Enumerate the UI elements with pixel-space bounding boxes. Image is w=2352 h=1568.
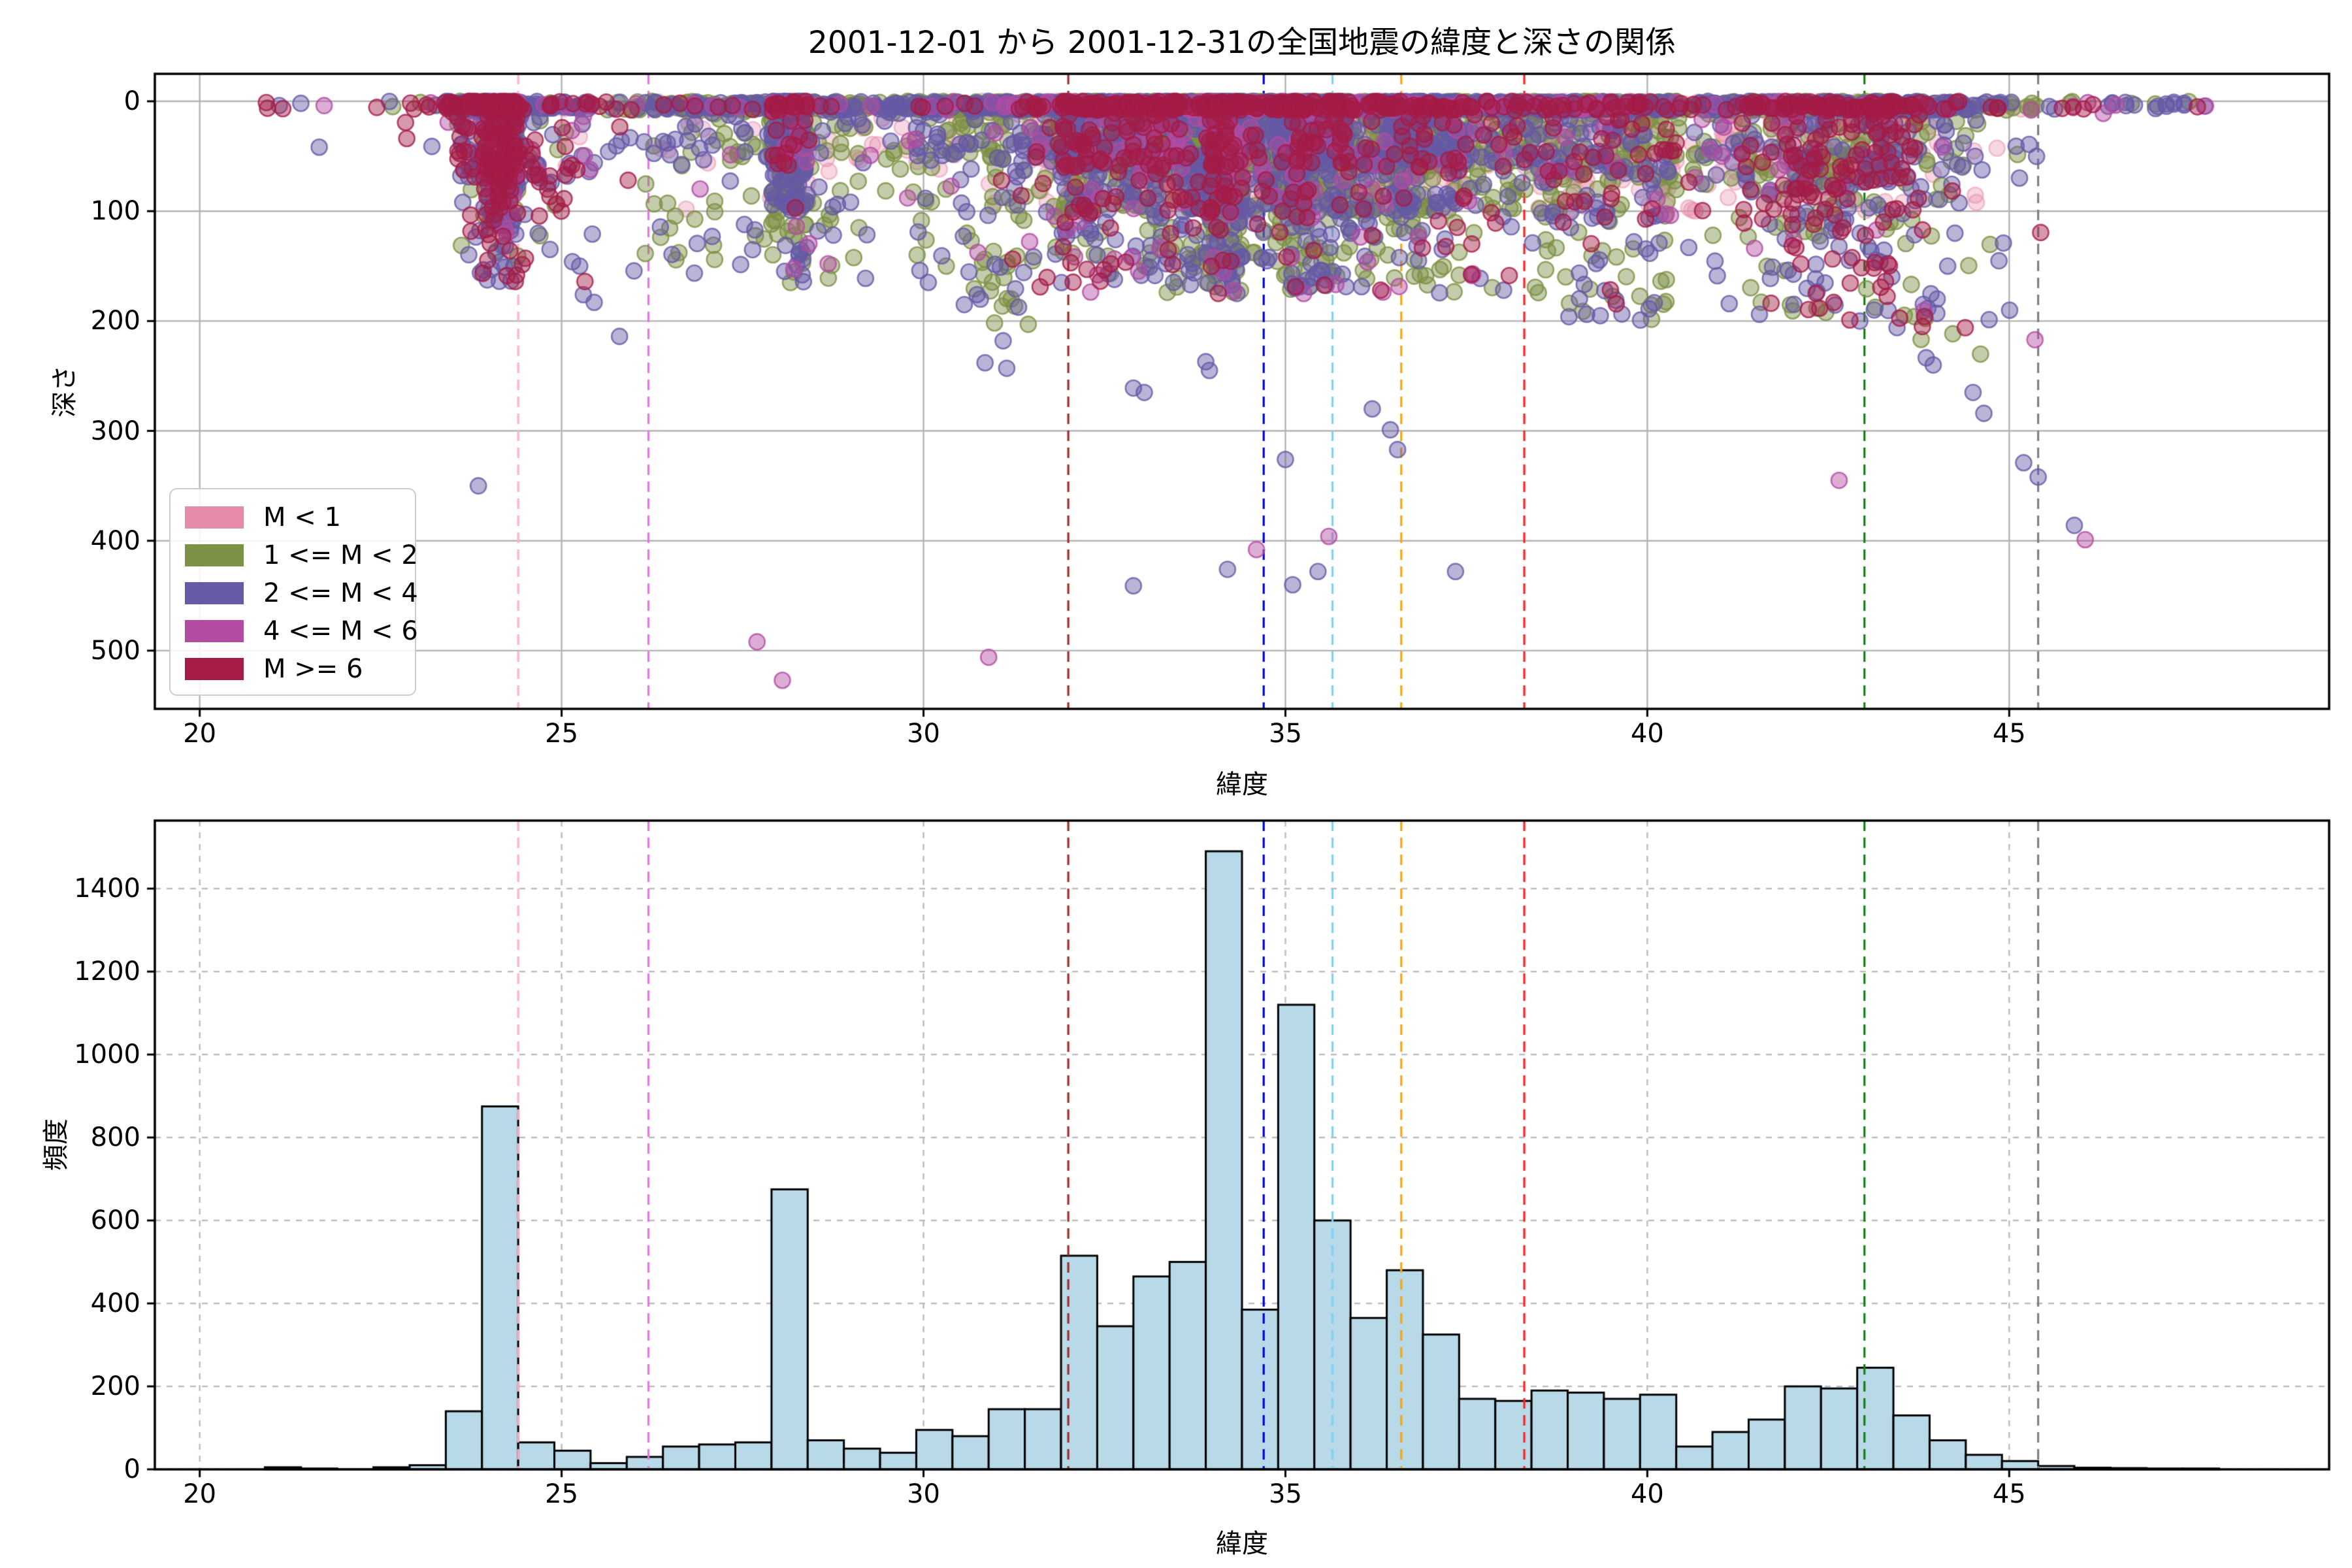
legend-swatch-icon	[185, 506, 244, 529]
scatter-xtick-20: 20	[183, 719, 217, 749]
hist-ytick-200: 200	[90, 1371, 140, 1402]
scatter-xtick-35: 35	[1269, 719, 1302, 749]
scatter-xtick-30: 30	[907, 719, 940, 749]
hist-ytick-400: 400	[90, 1288, 140, 1319]
scatter-x-axis-label: 緯度	[1216, 770, 1268, 800]
legend-entry-O: 1 <= M < 2	[185, 536, 418, 574]
legend-entry-M: 4 <= M < 6	[185, 612, 418, 650]
hist-xtick-20: 20	[183, 1479, 217, 1509]
scatter-ytick-400: 400	[90, 525, 140, 556]
legend-swatch-icon	[185, 582, 244, 604]
legend-swatch-icon	[185, 544, 244, 566]
legend-label: 2 <= M < 4	[263, 578, 418, 608]
scatter-ytick-200: 200	[90, 306, 140, 336]
legend-swatch-icon	[185, 620, 244, 642]
hist-ytick-1200: 1200	[74, 956, 140, 987]
hist-xtick-35: 35	[1269, 1479, 1302, 1509]
histogram-x-axis-label: 緯度	[1216, 1529, 1268, 1559]
hist-ytick-1000: 1000	[74, 1039, 140, 1070]
figure-title: 2001-12-01 から 2001-12-31の全国地震の緯度と深さの関係	[808, 25, 1676, 61]
legend: M < 1 1 <= M < 2 2 <= M < 4 4 <= M < 6 M >= …	[169, 488, 418, 696]
legend-swatch-icon	[185, 658, 244, 680]
legend-label: 4 <= M < 6	[263, 616, 418, 646]
legend-entry-C: M >= 6	[185, 650, 415, 688]
legend-label: 1 <= M < 2	[263, 540, 418, 570]
scatter-xtick-25: 25	[545, 719, 579, 749]
hist-xtick-25: 25	[545, 1479, 579, 1509]
hist-ytick-800: 800	[90, 1122, 140, 1153]
legend-label: M < 1	[263, 502, 341, 532]
hist-xtick-30: 30	[907, 1479, 940, 1509]
scatter-ytick-300: 300	[90, 416, 140, 446]
legend-entry-P: 2 <= M < 4	[185, 574, 418, 612]
histogram-y-axis-label: 頻度	[41, 1119, 71, 1171]
scatter-ytick-500: 500	[90, 635, 140, 666]
scatter-y-axis-label: 深さ	[50, 365, 80, 417]
hist-xtick-40: 40	[1630, 1479, 1664, 1509]
legend-entry-K: M < 1	[185, 498, 415, 536]
legend-label: M >= 6	[263, 654, 363, 684]
scatter-ytick-100: 100	[90, 196, 140, 227]
scatter-xtick-45: 45	[1992, 719, 2026, 749]
hist-ytick-1400: 1400	[74, 874, 140, 904]
scatter-xtick-40: 40	[1630, 719, 1664, 749]
hist-xtick-45: 45	[1992, 1479, 2026, 1509]
hist-ytick-600: 600	[90, 1205, 140, 1236]
scatter-ytick-0: 0	[123, 86, 140, 117]
hist-ytick-0: 0	[123, 1454, 140, 1484]
